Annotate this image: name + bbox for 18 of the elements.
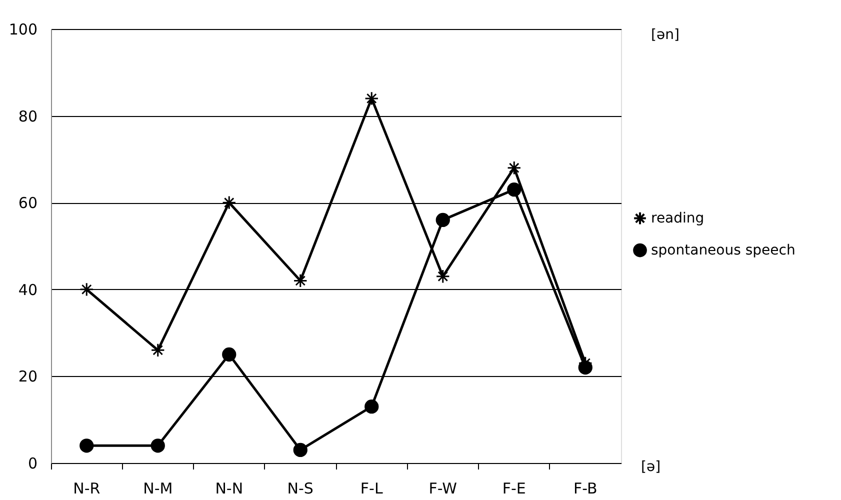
- text: [ə]: [641, 459, 661, 475]
- y-tick-label: 20: [18, 368, 38, 386]
- y-tick-label: 80: [18, 107, 38, 126]
- text: [ən]: [651, 27, 680, 43]
- x-tick-label: N-N: [215, 480, 244, 498]
- x-tick-label: F-L: [360, 480, 384, 498]
- x-tick-label: N-S: [287, 480, 314, 498]
- legend-label: reading: [651, 210, 704, 226]
- y-tick-label: 40: [18, 280, 38, 299]
- y-tick-label: 100: [8, 20, 38, 38]
- y-tick-label: 0: [28, 454, 38, 472]
- x-tick-label: N-R: [73, 480, 100, 498]
- x-tick-label: F-E: [502, 480, 526, 498]
- x-tick-label: F-W: [428, 480, 458, 498]
- x-tick-label: F-B: [573, 480, 598, 498]
- legend-label: spontaneous speech: [651, 242, 796, 258]
- x-tick-label: N-M: [143, 480, 173, 498]
- y-tick-label: 60: [18, 194, 38, 212]
